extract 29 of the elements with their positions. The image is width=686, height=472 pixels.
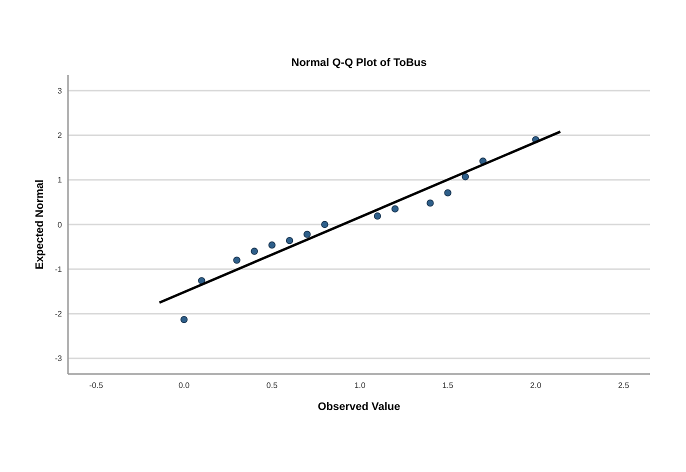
point	[286, 236, 294, 244]
x-tick-label: -0.5	[89, 381, 104, 390]
point	[391, 205, 399, 212]
point	[374, 212, 382, 220]
y-tick-label: 0	[58, 220, 63, 230]
chart-title: Normal Q-Q Plot of ToBus	[291, 57, 427, 69]
x-axis-title: Observed Value	[318, 401, 400, 413]
point	[233, 256, 240, 264]
x-tick-label: 1.0	[354, 381, 366, 390]
point	[444, 189, 452, 196]
point	[426, 199, 434, 207]
y-tick-label: 3	[58, 86, 63, 96]
point	[180, 316, 188, 324]
x-tick-label: 0.0	[178, 381, 190, 390]
x-tick-label: 2.0	[530, 381, 542, 390]
point	[250, 248, 258, 255]
y-tick-label: 1	[58, 176, 63, 185]
point	[462, 173, 469, 180]
point	[321, 220, 328, 228]
y-axis-title: Expected Normal	[34, 180, 46, 270]
y-tick-label: -1	[54, 264, 63, 274]
point	[304, 230, 311, 238]
x-tick-label: 0.5	[266, 381, 278, 390]
x-tick-label: 2.5	[618, 381, 630, 390]
point	[268, 241, 276, 249]
x-tick-label: 1.5	[442, 381, 454, 390]
y-tick-label: -3	[54, 354, 63, 364]
y-tick-label: -2	[54, 310, 63, 319]
y-tick-label: 2	[58, 131, 63, 140]
